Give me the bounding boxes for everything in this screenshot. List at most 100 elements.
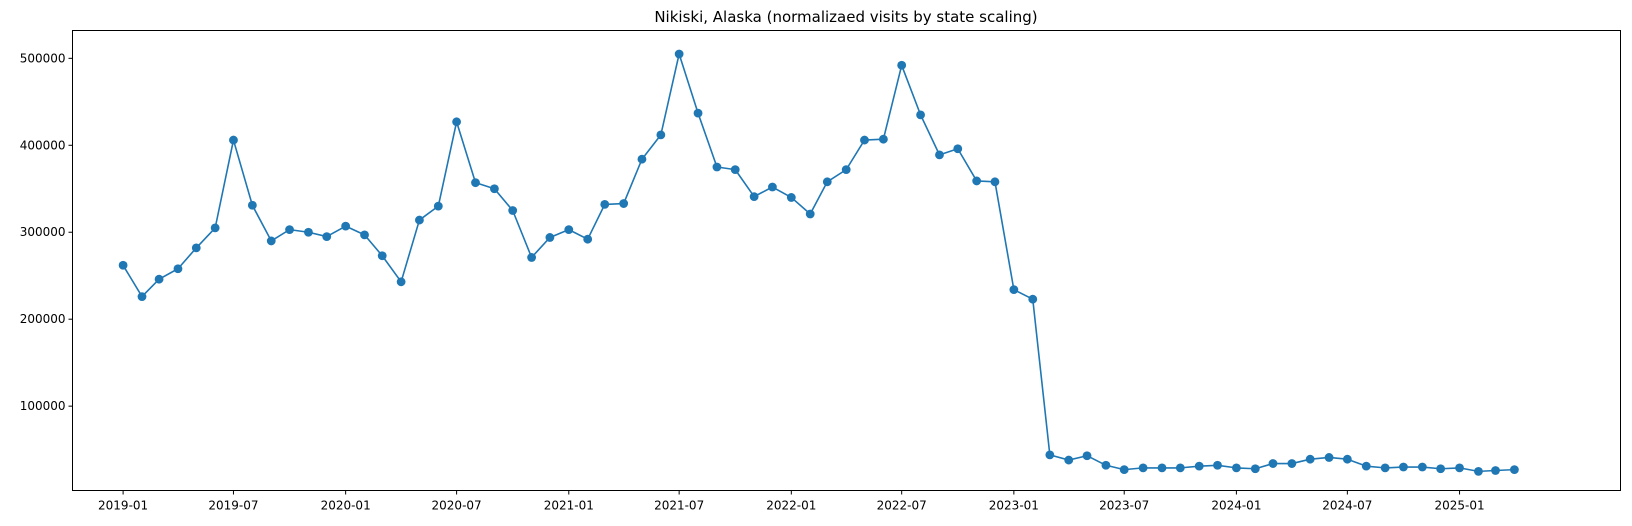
x-tick-label: 2019-07 bbox=[208, 499, 258, 513]
data-point bbox=[1324, 453, 1334, 462]
data-point bbox=[545, 233, 555, 242]
data-point bbox=[377, 251, 387, 261]
x-tick-label: 2022-07 bbox=[877, 499, 927, 513]
data-point bbox=[768, 182, 777, 192]
x-tick-label: 2021-01 bbox=[544, 499, 594, 513]
data-point bbox=[805, 209, 815, 219]
data-point bbox=[1157, 463, 1167, 473]
axes-frame bbox=[72, 30, 1621, 491]
data-point bbox=[860, 135, 869, 145]
y-tick-label: 300000 bbox=[20, 225, 66, 239]
data-point bbox=[452, 117, 461, 127]
data-point bbox=[1417, 462, 1427, 472]
data-point bbox=[1510, 465, 1519, 475]
data-point bbox=[154, 274, 164, 284]
data-point bbox=[878, 134, 888, 144]
data-point bbox=[191, 243, 201, 253]
data-point bbox=[1064, 455, 1074, 465]
data-point bbox=[1268, 459, 1278, 468]
data-point bbox=[433, 201, 443, 211]
y-tick-label: 200000 bbox=[20, 312, 66, 326]
data-point bbox=[1380, 463, 1390, 473]
x-tick-label: 2020-07 bbox=[432, 499, 482, 513]
data-point bbox=[490, 184, 499, 194]
data-point bbox=[229, 135, 238, 145]
data-point bbox=[916, 110, 925, 120]
x-tick-label: 2022-01 bbox=[766, 499, 816, 513]
y-axis: 100000 200000 300000 400000 500000 bbox=[20, 51, 73, 413]
data-point bbox=[247, 200, 257, 210]
x-axis: 2019-01 2019-07 2020-01 2020-07 2021-01 2021-… bbox=[98, 490, 1485, 513]
data-point bbox=[210, 223, 220, 233]
x-tick-label: 2023-01 bbox=[989, 499, 1039, 513]
y-tick-label: 500000 bbox=[20, 51, 66, 65]
data-point bbox=[600, 200, 610, 209]
data-point bbox=[841, 165, 851, 175]
y-tick-label: 100000 bbox=[20, 399, 66, 413]
data-point bbox=[137, 292, 147, 301]
x-tick-label: 2023-07 bbox=[1099, 499, 1149, 513]
data-point bbox=[583, 234, 593, 244]
data-point bbox=[712, 162, 722, 172]
data-point bbox=[360, 230, 369, 240]
chart-title: Nikiski, Alaska (normalizaed visits by s… bbox=[654, 8, 1037, 26]
data-point bbox=[1119, 465, 1129, 475]
data-point bbox=[1232, 463, 1241, 473]
data-point bbox=[972, 176, 982, 186]
data-point bbox=[396, 277, 406, 287]
data-point bbox=[1138, 463, 1148, 473]
data-point bbox=[897, 60, 907, 70]
x-tick-label: 2024-07 bbox=[1322, 499, 1372, 513]
data-point bbox=[173, 264, 183, 274]
data-point bbox=[1213, 460, 1222, 470]
data-point bbox=[266, 236, 276, 246]
data-point bbox=[935, 150, 944, 160]
data-point bbox=[304, 227, 313, 237]
data-point bbox=[1082, 451, 1092, 461]
series-line bbox=[122, 53, 1515, 473]
data-point bbox=[990, 177, 1000, 187]
data-point bbox=[322, 232, 332, 241]
data-point bbox=[1045, 450, 1055, 460]
x-tick-label: 2020-01 bbox=[321, 499, 371, 513]
data-point bbox=[1361, 461, 1371, 471]
data-point bbox=[1436, 464, 1446, 474]
x-tick-label: 2025-01 bbox=[1434, 499, 1484, 513]
data-point bbox=[1101, 460, 1111, 470]
data-point bbox=[1474, 466, 1483, 476]
data-point bbox=[527, 253, 536, 262]
data-point bbox=[118, 260, 128, 270]
data-point bbox=[1287, 459, 1297, 468]
data-point bbox=[953, 144, 963, 154]
data-point bbox=[1194, 461, 1204, 471]
x-tick-label: 2021-07 bbox=[654, 499, 704, 513]
data-point bbox=[564, 225, 574, 235]
data-point bbox=[1009, 285, 1019, 295]
data-point bbox=[1455, 463, 1464, 473]
data-point bbox=[786, 193, 796, 202]
x-tick-label: 2024-01 bbox=[1211, 499, 1261, 513]
y-tick-label: 400000 bbox=[20, 138, 66, 152]
data-point bbox=[1305, 454, 1315, 464]
data-point bbox=[1399, 462, 1408, 472]
data-point bbox=[619, 199, 629, 208]
data-point bbox=[822, 177, 832, 187]
data-point bbox=[656, 130, 666, 140]
data-point bbox=[471, 178, 480, 188]
data-point bbox=[674, 49, 684, 59]
data-point bbox=[693, 108, 703, 118]
data-point bbox=[749, 192, 759, 201]
data-point bbox=[508, 206, 518, 215]
data-point bbox=[1491, 466, 1500, 475]
data-point bbox=[730, 165, 740, 175]
data-point bbox=[1250, 464, 1260, 474]
data-point bbox=[415, 215, 424, 225]
data-point bbox=[1028, 294, 1038, 304]
data-point bbox=[637, 154, 647, 164]
data-point bbox=[341, 221, 351, 231]
x-tick-label: 2019-01 bbox=[98, 499, 148, 513]
plot-area bbox=[118, 49, 1519, 476]
data-point bbox=[285, 225, 294, 235]
data-point bbox=[1342, 454, 1352, 464]
